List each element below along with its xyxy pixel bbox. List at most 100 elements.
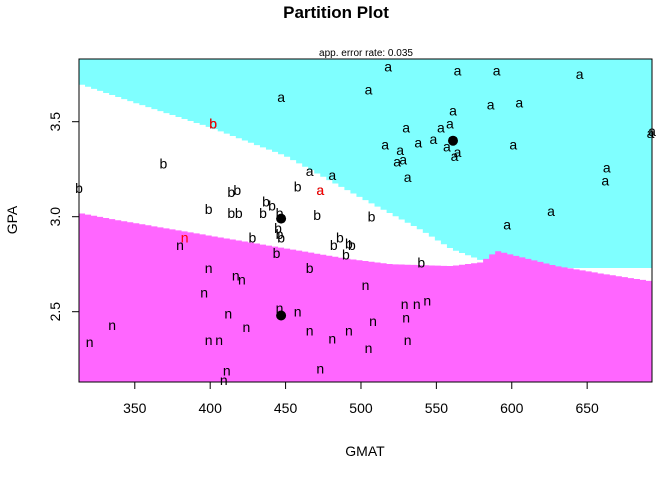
point-n: n	[402, 309, 410, 325]
point-a: a	[402, 119, 410, 135]
point-n: n	[108, 317, 116, 333]
point-a: a	[515, 95, 523, 111]
point-n: n	[205, 332, 213, 348]
point-a: a	[365, 81, 373, 97]
point-n: n	[200, 285, 208, 301]
class-centroids	[276, 135, 458, 321]
point-a: a	[430, 131, 438, 147]
misclassified-point-a: a	[316, 182, 324, 198]
point-a: a	[603, 159, 611, 175]
point-a: a	[443, 138, 451, 154]
point-b: b	[330, 237, 338, 253]
point-a: a	[451, 148, 459, 164]
chart-subtitle: app. error rate: 0.035	[319, 48, 413, 59]
x-tick-label: 450	[274, 400, 298, 416]
point-a: a	[576, 66, 584, 82]
point-n: n	[413, 296, 421, 312]
point-a: a	[328, 167, 336, 183]
point-b: b	[368, 209, 376, 225]
x-axis: 350 400 450 500 550 600 650	[123, 381, 599, 416]
y-axis: 2.5 3.0 3.5	[47, 112, 80, 322]
region-n	[79, 213, 652, 382]
point-b: b	[313, 207, 321, 223]
point-n: n	[205, 260, 213, 276]
point-a: a	[454, 62, 462, 78]
point-a: a	[509, 137, 517, 153]
point-n: n	[176, 237, 184, 253]
point-a: a	[601, 173, 609, 189]
point-b: b	[276, 226, 284, 242]
point-n: n	[243, 319, 251, 335]
x-tick-label: 400	[199, 400, 223, 416]
y-axis-label: GPA	[4, 205, 20, 234]
centroid-n	[276, 310, 287, 321]
point-b: b	[235, 205, 243, 221]
point-n: n	[328, 330, 336, 346]
point-b: b	[336, 230, 344, 246]
point-n: n	[365, 340, 373, 356]
point-a: a	[396, 142, 404, 158]
point-n: n	[423, 292, 431, 308]
x-tick-label: 600	[500, 400, 524, 416]
point-a: a	[503, 216, 511, 232]
point-b: b	[233, 182, 241, 198]
point-b: b	[209, 116, 217, 132]
point-n: n	[238, 271, 246, 287]
point-n: n	[276, 300, 284, 316]
point-n: n	[294, 304, 302, 320]
point-b: b	[160, 156, 168, 172]
point-n: n	[220, 372, 228, 388]
x-axis-label: GMAT	[345, 443, 385, 459]
point-b: b	[227, 205, 235, 221]
point-b: b	[227, 184, 235, 200]
point-b: b	[249, 230, 257, 246]
x-tick-label: 500	[349, 400, 373, 416]
y-tick-label: 3.0	[47, 207, 63, 227]
y-tick-label: 3.5	[47, 112, 63, 132]
point-a: a	[437, 119, 445, 135]
point-b: b	[345, 235, 353, 251]
y-tick-label: 2.5	[47, 302, 63, 322]
point-a: a	[446, 116, 454, 132]
point-a: a	[393, 154, 401, 170]
point-a: a	[306, 163, 314, 179]
misclassified-point-n: n	[181, 230, 189, 246]
point-a: a	[384, 59, 392, 75]
x-tick-label: 350	[123, 400, 147, 416]
centroid-a	[448, 135, 458, 146]
point-n: n	[306, 323, 314, 339]
point-b: b	[259, 205, 267, 221]
point-n: n	[316, 361, 324, 377]
point-a: a	[454, 144, 462, 160]
point-a: a	[414, 135, 422, 151]
point-a: a	[547, 203, 555, 219]
point-a: a	[647, 125, 655, 141]
point-b: b	[342, 247, 350, 263]
point-n: n	[86, 334, 94, 350]
point-n: n	[215, 332, 223, 348]
centroid-b	[276, 213, 287, 224]
point-b: b	[294, 178, 302, 194]
point-b: b	[417, 254, 425, 270]
point-n: n	[369, 313, 377, 329]
point-b: b	[262, 194, 270, 210]
point-a: a	[404, 169, 412, 185]
point-n: n	[404, 332, 412, 348]
point-b: b	[348, 237, 356, 253]
point-n: n	[362, 277, 370, 293]
partition-regions	[79, 59, 652, 382]
point-n: n	[223, 363, 231, 379]
misclassified-point-b: b	[209, 116, 217, 132]
chart-title: Partition Plot	[283, 3, 389, 22]
point-a: a	[487, 97, 495, 113]
point-b: b	[273, 245, 281, 261]
point-b: b	[306, 260, 314, 276]
point-n: n	[401, 296, 409, 312]
point-b: b	[276, 205, 284, 221]
point-a: a	[277, 89, 285, 105]
point-a: a	[449, 102, 457, 118]
point-b: b	[277, 230, 285, 246]
point-b: b	[274, 220, 282, 236]
point-a: a	[399, 152, 407, 168]
